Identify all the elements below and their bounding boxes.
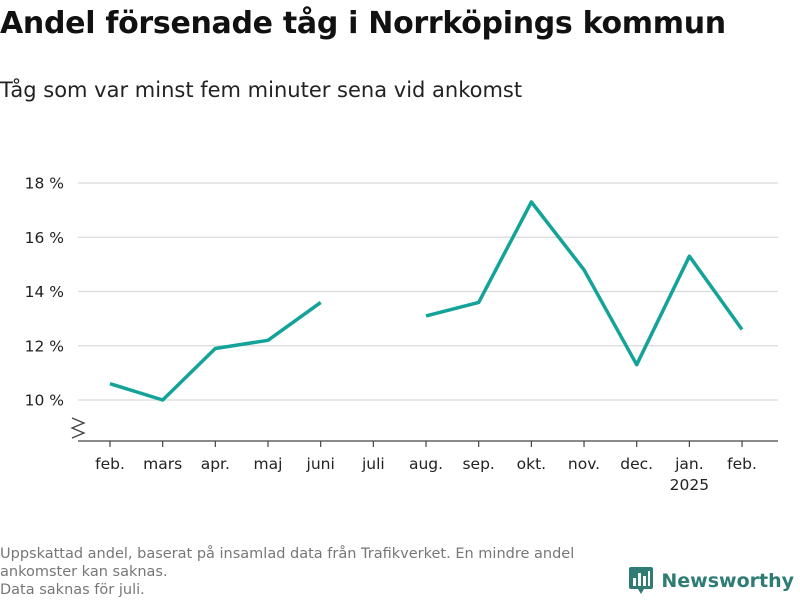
x-tick-label: aug. <box>409 455 443 473</box>
x-tick-label: jan. <box>674 455 704 473</box>
chart-subtitle: Tåg som var minst fem minuter sena vid a… <box>0 78 523 102</box>
x-year-label: 2025 <box>670 476 709 494</box>
series-line-segment <box>425 200 744 367</box>
x-tick-label: maj <box>254 455 283 473</box>
x-tick-label: juli <box>361 455 385 473</box>
x-tick-label: feb. <box>727 455 757 473</box>
x-tick-label: juni <box>306 455 335 473</box>
x-tick-label: feb. <box>95 455 125 473</box>
brand-logo: Newsworthy <box>629 567 794 594</box>
y-tick-label: 16 % <box>25 229 64 247</box>
line-chart: 10 % 12 % 14 % 16 % 18 % feb. mars apr. maj juni… <box>25 175 778 494</box>
footer-note-line: Uppskattad andel, baserat på insamlad da… <box>0 546 575 562</box>
x-axis <box>70 417 778 447</box>
x-tick-label: sep. <box>462 455 494 473</box>
bar-chart-icon <box>629 567 654 594</box>
footer-note-line: ankomster kan saknas. <box>0 564 168 580</box>
y-axis-labels: 10 % 12 % 14 % 16 % 18 % <box>25 175 64 410</box>
y-tick-label: 18 % <box>25 175 64 193</box>
footer-note-line: Data saknas för juli. <box>0 582 145 598</box>
x-axis-labels: feb. mars apr. maj juni juli aug. sep. okt. nov. d… <box>95 455 757 494</box>
x-tick-label: mars <box>143 455 182 473</box>
footer-note: Uppskattad andel, baserat på insamlad da… <box>0 545 630 599</box>
series-line-segment <box>109 300 322 402</box>
axis-break-icon <box>70 417 86 439</box>
x-tick-label: dec. <box>620 455 653 473</box>
y-tick-label: 12 % <box>25 337 64 355</box>
x-tick-label: apr. <box>201 455 230 473</box>
chart-title: Andel försenade tåg i Norrköpings kommun <box>0 6 726 41</box>
grid-lines <box>78 182 778 401</box>
x-tick-label: nov. <box>568 455 600 473</box>
series-lines <box>109 200 744 402</box>
y-tick-label: 10 % <box>25 392 64 410</box>
brand-name: Newsworthy <box>661 569 794 592</box>
x-tick-label: okt. <box>517 455 546 473</box>
y-tick-label: 14 % <box>25 283 64 301</box>
